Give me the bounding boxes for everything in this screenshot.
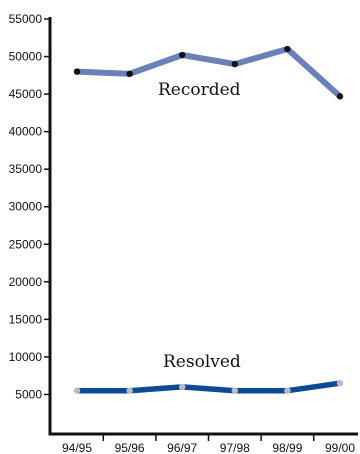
recorded-data-point xyxy=(284,45,291,53)
y-tick-label: 20000 xyxy=(9,275,43,289)
y-tick-label: 25000 xyxy=(9,237,43,251)
resolved-series-line xyxy=(74,380,343,394)
recorded-series-label: Recorded xyxy=(158,80,241,100)
resolved-data-point xyxy=(73,387,81,394)
series-layer xyxy=(73,45,344,394)
y-tick-label: 15000 xyxy=(9,312,43,326)
x-tick-label: 98/99 xyxy=(272,441,302,454)
y-tick-label: 40000 xyxy=(9,125,43,139)
x-axis: 94/95 95/96 96/97 97/98 98/99 99/00 xyxy=(48,432,358,454)
y-tick-label: 5000 xyxy=(15,387,42,401)
y-axis: 5000 10000 15000 20000 25000 30000 35000 40000 4… xyxy=(9,12,52,434)
resolved-data-point xyxy=(336,379,344,387)
y-tick-label: 55000 xyxy=(9,12,43,26)
x-tick-label: 96/97 xyxy=(167,441,197,454)
resolved-data-point xyxy=(126,387,133,394)
x-tick-label: 95/96 xyxy=(115,441,145,454)
resolved-series-label: Resolved xyxy=(163,352,241,372)
y-tick-label: 50000 xyxy=(9,50,43,64)
y-tick-label: 45000 xyxy=(9,87,43,101)
x-tick-label: 99/00 xyxy=(325,441,355,454)
y-tick-label: 30000 xyxy=(9,200,43,214)
x-tick-label: 97/98 xyxy=(220,441,250,454)
resolved-data-point xyxy=(231,387,238,394)
recorded-series-line xyxy=(74,46,343,100)
resolved-data-point xyxy=(284,387,291,394)
recorded-data-point xyxy=(179,51,186,59)
recorded-data-point xyxy=(126,70,133,78)
resolved-data-point xyxy=(179,383,186,391)
y-tick-label: 35000 xyxy=(9,162,43,176)
x-tick-label: 94/95 xyxy=(62,441,92,454)
recorded-data-point xyxy=(336,93,344,100)
recorded-data-point xyxy=(231,60,238,68)
recorded-data-point xyxy=(73,68,81,75)
y-tick-label: 10000 xyxy=(9,350,43,364)
